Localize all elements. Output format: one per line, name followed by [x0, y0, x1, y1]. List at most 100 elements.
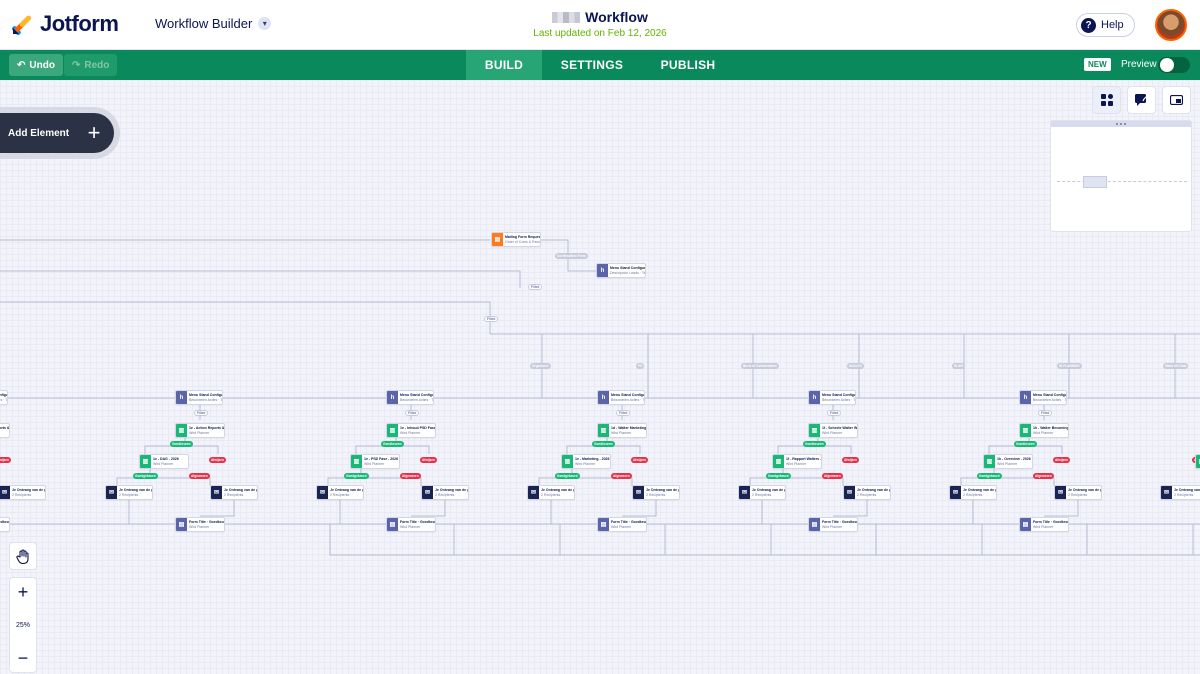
approve-pill[interactable]: Goedkeuren — [1014, 441, 1037, 447]
email-notify-node[interactable]: ✉Je Ontvang van de goedkeuring2 Recipien… — [1054, 485, 1102, 500]
approve-pill[interactable]: Goedkeuren — [381, 441, 404, 447]
branch-pill[interactable]: SLIDE — [952, 363, 966, 369]
node-title: 1d - Walter Marketing — [611, 425, 647, 430]
approval-node[interactable]: ▥ 1e - Inhoud PSD Fase Wird Planner — [386, 423, 436, 438]
add-element-button[interactable]: Add Element + — [0, 113, 114, 153]
secondary-approval-node[interactable]: ▥ 1e - PSD Fase - 2026 Wird Planner — [350, 454, 400, 469]
filled-pill[interactable]: Filled — [827, 410, 842, 416]
reject-pill[interactable]: Afwijzen — [0, 457, 11, 463]
minimap[interactable] — [1050, 120, 1192, 232]
end-form-node[interactable]: ▤Form Title · Goedkeuringe...Wird Planne… — [597, 517, 647, 532]
secondary-approval-node[interactable]: ▥ 1e - DAG - 2026 Wird Planner — [139, 454, 189, 469]
node-label: Je Ontvang van de goedkeuring2 Recipient… — [10, 488, 45, 498]
end-form-node[interactable]: ▤Form Title · Goedkeuringe...Wird Planne… — [386, 517, 436, 532]
confirmation-form-pill[interactable]: Confirmation Form — [555, 253, 588, 259]
email-notify-node[interactable]: ✉Je Ontvang van de goedkeuring2 Recipien… — [1160, 485, 1200, 500]
approve-pill[interactable]: Goedkeuren — [170, 441, 193, 447]
help-button[interactable]: ? Help — [1076, 13, 1135, 37]
email-notify-node[interactable]: ✉Je Ontvang van de goedkeuring2 Recipien… — [738, 485, 786, 500]
preview-toggle[interactable] — [1158, 57, 1190, 73]
end-form-node[interactable]: ▤Form Title · Goedkeuringe...Wird Planne… — [0, 517, 10, 532]
secondary-approval-node[interactable]: ▥ 1e - Marketing - 2026 Wird Planner — [561, 454, 611, 469]
pan-tool-button[interactable] — [9, 542, 37, 570]
rejected-pill[interactable]: Afgewezen — [822, 473, 843, 479]
rejected-pill[interactable]: Afgewezen — [611, 473, 632, 479]
reject-pill[interactable]: Afwijzen — [1053, 457, 1070, 463]
filled-pill[interactable]: Filled — [405, 410, 420, 416]
email-notify-node[interactable]: ✉Je Ontvang van de goedkeuring2 Recipien… — [316, 485, 364, 500]
node-subtitle: Wird Planner — [189, 524, 210, 529]
approved-pill[interactable]: Goedgekeurd — [766, 473, 791, 479]
builder-switch-dropdown[interactable]: Workflow Builder ▾ — [155, 16, 272, 31]
filled-pill[interactable]: Filled — [1038, 410, 1053, 416]
approval-node[interactable]: ▥1f - Scheele Walter WaltersWird Planner — [808, 423, 858, 438]
branch-pill[interactable]: PD — [636, 363, 645, 369]
tab-publish[interactable]: PUBLISH — [660, 58, 716, 72]
rejected-pill[interactable]: Afgewezen — [400, 473, 421, 479]
branch-pill[interactable]: IN PLANNING — [1057, 363, 1082, 369]
email-notify-node[interactable]: ✉Je Ontvang van de goedkeuring2 Recipien… — [210, 485, 258, 500]
branch-pill[interactable]: ANALYS — [847, 363, 864, 369]
rejected-pill[interactable]: Afgewezen — [1033, 473, 1054, 479]
filled-pill-bus[interactable]: Filled — [484, 316, 499, 322]
email-notify-node[interactable]: ✉Je Ontvang van de goedkeuring2 Recipien… — [843, 485, 891, 500]
minimap-viewport[interactable] — [1083, 176, 1107, 188]
apps-view-button[interactable] — [1092, 86, 1121, 114]
filled-pill-top[interactable]: Filled — [528, 284, 543, 290]
filled-pill[interactable]: Filled — [194, 410, 209, 416]
minimap-drag-handle[interactable] — [1051, 121, 1191, 127]
email-notify-node[interactable]: ✉Je Ontvang van de goedkeuring2 Recipien… — [632, 485, 680, 500]
end-form-node[interactable]: ▤Form Title · Goedkeuringe...Wird Planne… — [175, 517, 225, 532]
comment-button[interactable] — [1127, 86, 1156, 114]
email-notify-node[interactable]: ✉Je Ontvang van de goedkeuring2 Recipien… — [527, 485, 575, 500]
branch-pill[interactable]: Burst of Collaboration — [741, 363, 779, 369]
branch-pill[interactable]: Organiseer — [530, 363, 551, 369]
approval-node[interactable]: ▥ 1d - Walter Marketing Wird Planner — [597, 423, 647, 438]
end-form-node[interactable]: ▤Form Title · Goedkeuringe...Wird Planne… — [1019, 517, 1069, 532]
workflow-canvas[interactable]: ▤Mailing Form Request an...Order of Coin… — [0, 80, 1200, 674]
approve-pill[interactable]: Goedkeuren — [803, 441, 826, 447]
zoom-in-button[interactable]: + — [17, 582, 29, 602]
email-notify-node[interactable]: ✉Je Ontvang van de goedkeuring2 Recipien… — [421, 485, 469, 500]
approval-node[interactable]: ▥1e - Action Reports & CompanyWird Plann… — [175, 423, 225, 438]
redo-button[interactable]: ↷ Redo — [64, 54, 118, 76]
email-notify-node[interactable]: ✉Je Ontvang van de goedkeuring2 Recipien… — [105, 485, 153, 500]
start-form-node[interactable]: ▤Mailing Form Request an...Order of Coin… — [491, 232, 541, 247]
reject-pill[interactable]: Afwijzen — [209, 457, 226, 463]
avatar[interactable] — [1155, 9, 1187, 41]
approved-pill[interactable]: Goedgekeurd — [344, 473, 369, 479]
node-subtitle: Beoordelen Acties · To... — [189, 397, 223, 402]
branch-pill[interactable]: Malta UN Data — [1163, 363, 1189, 369]
approved-pill[interactable]: Goedgekeurd — [555, 473, 580, 479]
email-notify-node[interactable]: ✉Je Ontvang van de goedkeuring2 Recipien… — [949, 485, 997, 500]
approve-pill[interactable]: Goedkeuren — [592, 441, 615, 447]
approved-pill[interactable]: Goedgekeurd — [133, 473, 158, 479]
zoom-out-button[interactable]: − — [17, 648, 29, 668]
form-title-area[interactable]: Workflow Last updated on Feb 12, 2026 — [500, 9, 700, 39]
rejected-pill[interactable]: Afgewezen — [189, 473, 210, 479]
tab-settings[interactable]: SETTINGS — [560, 58, 624, 72]
approval-node[interactable]: ▥1e - Action Reports & CompanyWird Plann… — [0, 423, 10, 438]
email-notify-node[interactable]: ✉Je Ontvang van de goedkeuring2 Recipien… — [0, 485, 46, 500]
reject-pill[interactable]: Afwijzen — [420, 457, 437, 463]
jotform-logo[interactable]: Jotform — [12, 11, 119, 37]
approved-pill[interactable]: Goedgekeurd — [977, 473, 1002, 479]
filled-pill[interactable]: Filled — [616, 410, 631, 416]
minimap-toggle-button[interactable] — [1162, 86, 1191, 114]
undo-button[interactable]: ↶ Undo — [9, 54, 63, 76]
approval-node[interactable]: ▥ 1h - Walter Becoming Wird Planner — [1019, 423, 1069, 438]
end-form-node[interactable]: ▤Form Title · Goedkeuringe...Wird Planne… — [808, 517, 858, 532]
reject-pill[interactable]: Afwijzen — [842, 457, 859, 463]
tab-build[interactable]: BUILD — [466, 50, 542, 80]
reject-pill[interactable]: Afwijzen — [631, 457, 648, 463]
